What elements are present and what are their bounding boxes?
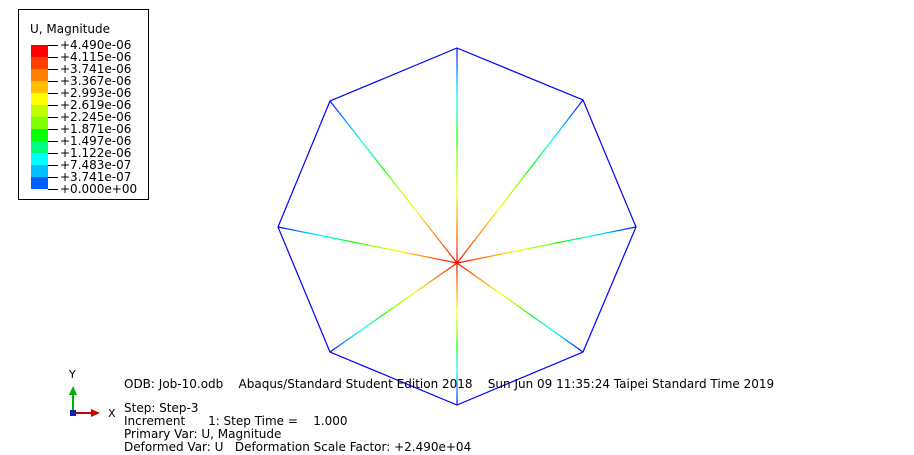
legend-label: +3.741e-07 xyxy=(47,171,137,183)
radial-element xyxy=(329,262,458,353)
odb-info: ODB: Job-10.odb Abaqus/Standard Student … xyxy=(124,377,775,391)
legend-swatch xyxy=(31,81,48,93)
radial-element xyxy=(456,226,637,264)
legend-swatch xyxy=(31,117,48,129)
legend-label: +1.871e-06 xyxy=(47,123,137,135)
step-info: Step: Step-3 xyxy=(124,401,199,415)
legend-swatch xyxy=(31,177,48,189)
legend-swatch xyxy=(31,141,48,153)
octagon-mesh xyxy=(277,47,637,406)
legend-label: +4.490e-06 xyxy=(47,39,137,51)
legend-swatch xyxy=(31,153,48,165)
increment-info: Increment 1: Step Time = 1.000 xyxy=(124,414,348,428)
legend-swatch xyxy=(31,165,48,177)
radial-element xyxy=(329,100,458,264)
legend-swatch xyxy=(31,105,48,117)
legend-label: +3.367e-06 xyxy=(47,75,137,87)
z-axis-marker xyxy=(70,410,76,416)
legend-labels: +4.490e-06 +4.115e-06 +3.741e-06 +3.367e-06… xyxy=(47,39,138,196)
radial-element xyxy=(456,262,584,353)
legend-label: +0.000e+00 xyxy=(47,182,138,196)
legend-title: U, Magnitude xyxy=(30,22,110,36)
legend-label: +7.483e-07 xyxy=(47,159,137,171)
y-axis-label: Y xyxy=(68,368,76,381)
y-axis-arrowhead xyxy=(69,386,77,395)
legend-swatch xyxy=(31,129,48,141)
primary-var-info: Primary Var: U, Magnitude xyxy=(124,427,282,441)
legend-color-bar xyxy=(31,45,48,189)
legend-swatch xyxy=(31,69,48,81)
radial-element xyxy=(277,226,458,264)
radial-element xyxy=(456,99,584,264)
legend-swatch xyxy=(31,57,48,69)
x-axis-label: X xyxy=(108,407,116,420)
legend-swatch xyxy=(31,45,48,57)
x-axis-arrowhead xyxy=(91,409,100,417)
legend-swatch xyxy=(31,93,48,105)
legend-label: +3.741e-06 xyxy=(47,63,137,75)
deformed-var-info: Deformed Var: U Deformation Scale Factor… xyxy=(124,440,472,454)
legend-label: +4.115e-06 xyxy=(47,51,137,63)
legend-label: +2.245e-06 xyxy=(47,111,137,123)
legend-label: +2.993e-06 xyxy=(47,87,137,99)
axis-triad: Y X xyxy=(68,368,116,420)
octagon-outline xyxy=(277,47,637,406)
legend-label: +2.619e-06 xyxy=(47,99,137,111)
legend-label: +1.122e-06 xyxy=(47,147,137,159)
legend-label: +1.497e-06 xyxy=(47,135,137,147)
contour-legend[interactable]: U, Magnitude +4.490e-06 +4.115e-06 +3.741e… xyxy=(18,9,149,200)
